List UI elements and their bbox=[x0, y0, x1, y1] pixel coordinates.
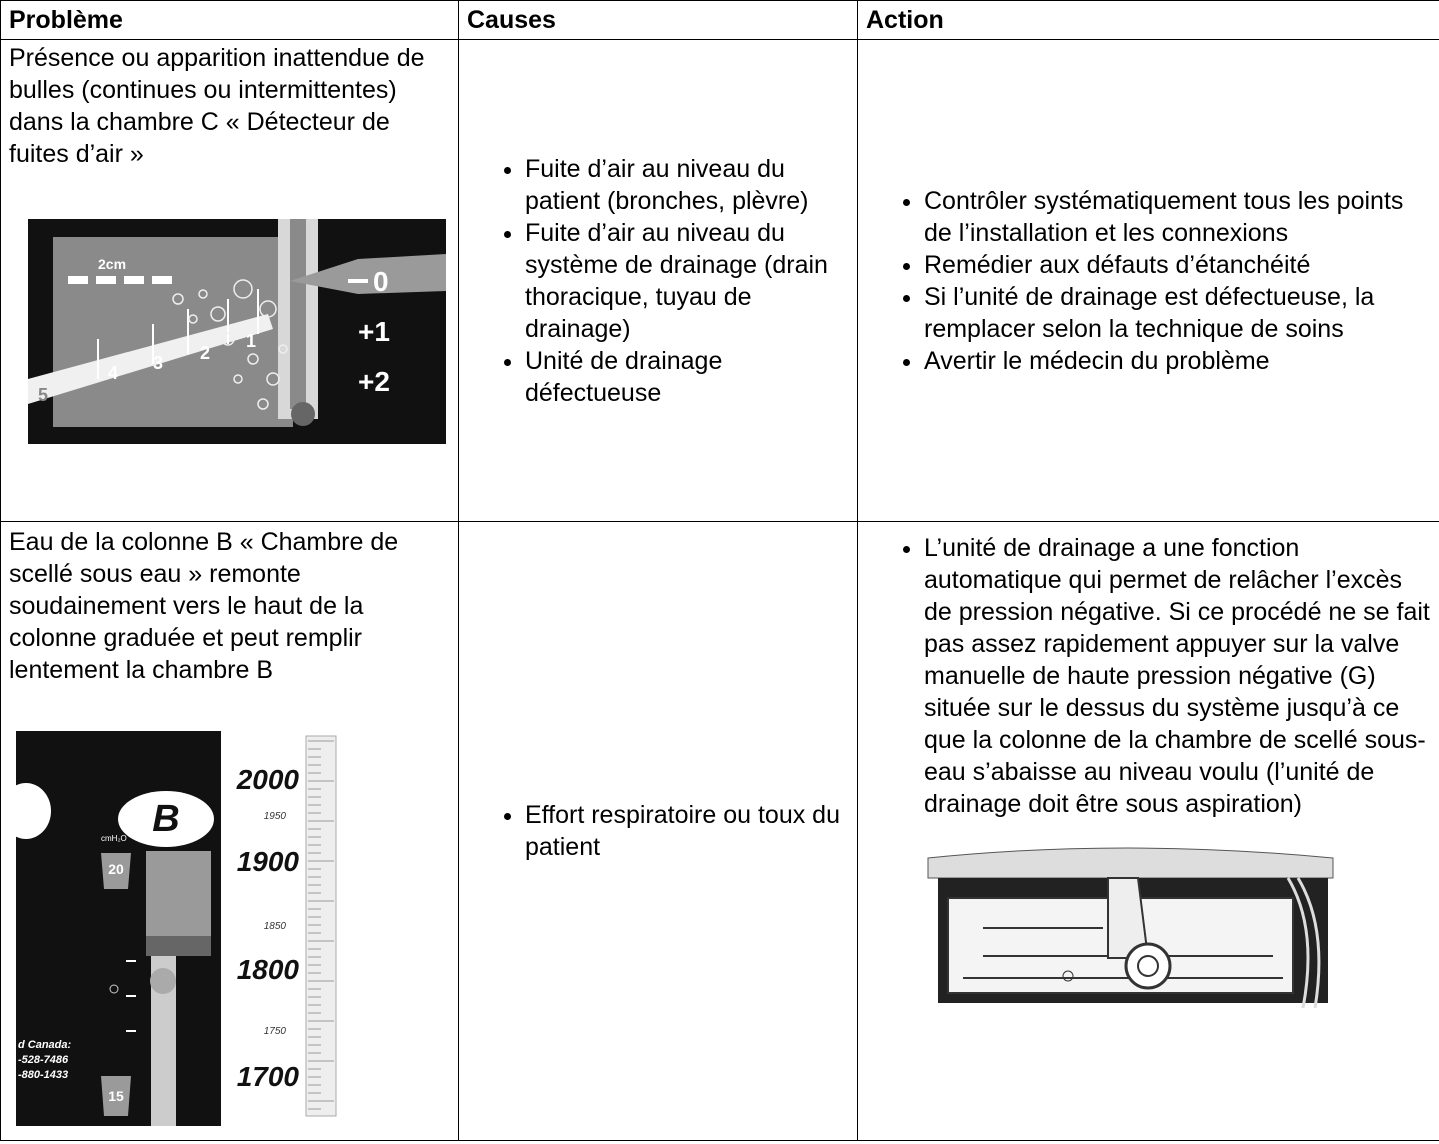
causes-list: Fuite d’air au niveau du patient (bronch… bbox=[467, 153, 849, 409]
level-label: 0 bbox=[373, 266, 389, 297]
scale-minor: 1850 bbox=[264, 921, 287, 932]
scale-mark: 5 bbox=[38, 385, 48, 405]
scale-mark: 1 bbox=[246, 331, 256, 351]
scale-minor: 1750 bbox=[264, 1026, 287, 1037]
action-list: L’unité de drainage a une fonction autom… bbox=[866, 522, 1431, 820]
tag-label: 20 bbox=[108, 861, 124, 877]
contact-text: -880-1433 bbox=[18, 1069, 68, 1081]
header-cell: Causes bbox=[458, 0, 858, 40]
row: Eau de la colonne B « Chambre de scellé … bbox=[0, 521, 1439, 1141]
action-cell: L’unité de drainage a une fonction autom… bbox=[857, 521, 1439, 1141]
contact-text: d Canada: bbox=[18, 1039, 72, 1051]
unit-label: cmH₂O bbox=[101, 834, 127, 843]
unit-label: 2cm bbox=[98, 256, 126, 272]
causes-cell: Fuite d’air au niveau du patient (bronch… bbox=[458, 39, 858, 522]
action-item: Avertir le médecin du problème bbox=[924, 345, 1431, 377]
problem-cell: Présence ou apparition inattendue de bul… bbox=[0, 39, 459, 522]
chamber-label: B bbox=[152, 798, 179, 840]
problem-text: Présence ou apparition inattendue de bul… bbox=[9, 44, 425, 168]
action-cell: Contrôler systématiquement tous les poin… bbox=[857, 39, 1439, 522]
action-item: Remédier aux défauts d’étanchéité bbox=[924, 249, 1431, 281]
causes-list: Effort respiratoire ou toux du patient bbox=[467, 799, 849, 863]
problem-cell: Eau de la colonne B « Chambre de scellé … bbox=[0, 521, 459, 1141]
action-item: L’unité de drainage a une fonction autom… bbox=[924, 532, 1431, 820]
level-label: +2 bbox=[358, 366, 390, 397]
cause-item: Effort respiratoire ou toux du patient bbox=[525, 799, 849, 863]
cause-item: Unité de drainage défectueuse bbox=[525, 345, 849, 409]
header-cell: Problème bbox=[0, 0, 459, 40]
scale-minor: 1950 bbox=[264, 811, 287, 822]
scale-major: 1800 bbox=[237, 954, 300, 985]
tag-label: 15 bbox=[108, 1088, 124, 1104]
scale-mark: 3 bbox=[153, 353, 163, 373]
scale-mark: 4 bbox=[108, 363, 118, 383]
cause-item: Fuite d’air au niveau du système de drai… bbox=[525, 217, 849, 345]
scale-major: 2000 bbox=[236, 764, 300, 795]
level-label: +1 bbox=[358, 316, 390, 347]
row: Présence ou apparition inattendue de bul… bbox=[0, 39, 1439, 522]
air-leak-figure: 2cm 0 +1 +2 5 4 3 2 1 bbox=[28, 219, 446, 444]
scale-major: 1900 bbox=[237, 846, 300, 877]
scale-mark: 2 bbox=[200, 343, 210, 363]
problem-text: Eau de la colonne B « Chambre de scellé … bbox=[9, 528, 399, 684]
contact-text: -528-7486 bbox=[18, 1054, 69, 1066]
valve-figure bbox=[923, 838, 1341, 1015]
action-item: Contrôler systématiquement tous les poin… bbox=[924, 185, 1431, 249]
header-cell: Action bbox=[857, 0, 1439, 40]
action-list: Contrôler systématiquement tous les poin… bbox=[866, 185, 1431, 377]
action-item: Si l’unité de drainage est défectueuse, … bbox=[924, 281, 1431, 345]
scale-major: 1700 bbox=[237, 1061, 300, 1092]
water-seal-figure: B 20 15 cmH₂O d Canada: -528-7486 -880-1… bbox=[16, 731, 341, 1126]
cause-item: Fuite d’air au niveau du patient (bronch… bbox=[525, 153, 849, 217]
header-row: Problème Causes Action bbox=[0, 0, 1439, 40]
causes-cell: Effort respiratoire ou toux du patient bbox=[458, 521, 858, 1141]
